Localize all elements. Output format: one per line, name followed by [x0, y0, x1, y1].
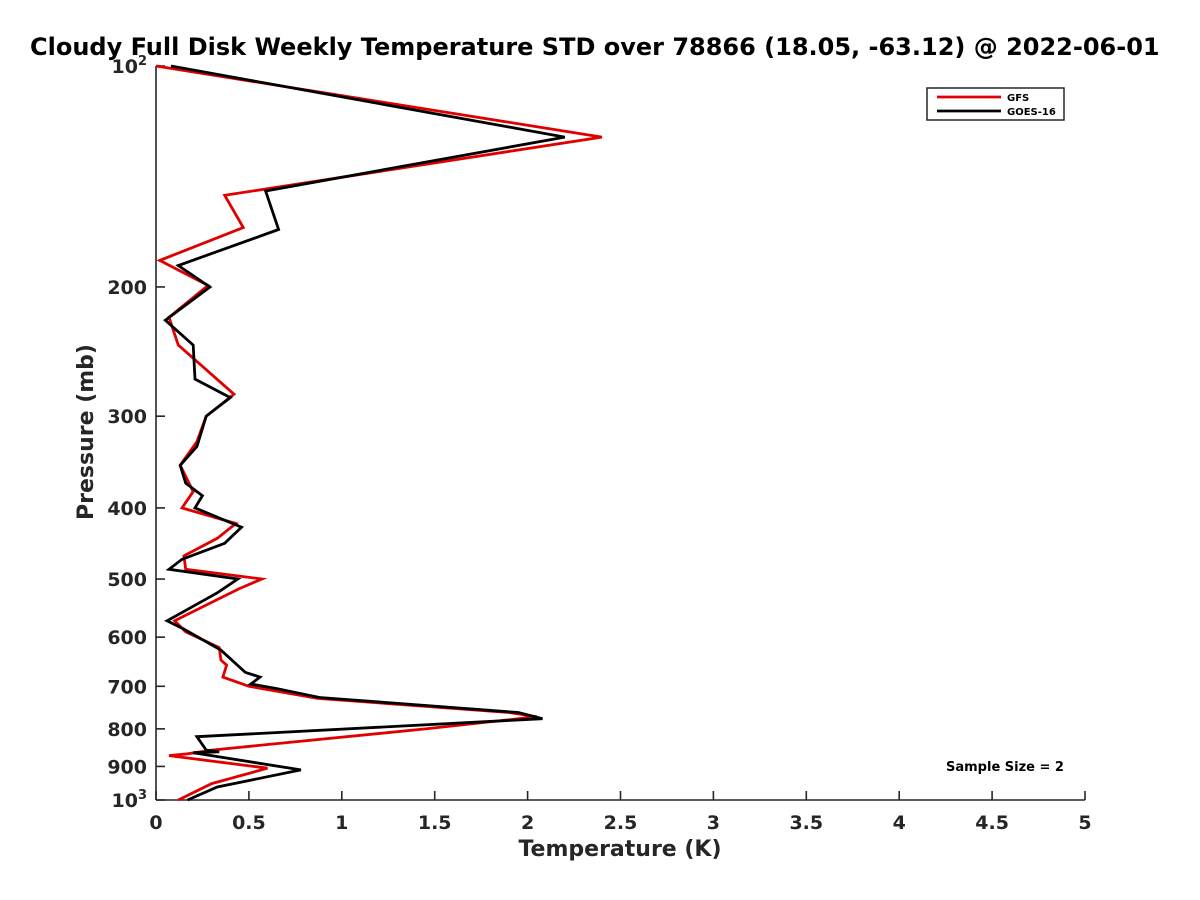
y-tick-label: 102 — [112, 54, 148, 78]
series-line-goes-16 — [163, 64, 566, 802]
x-tick-label: 4 — [893, 812, 906, 834]
y-ticks: 102 200 300 400 500 600 700 800 900 103 — [107, 54, 165, 812]
x-tick-label: 3 — [707, 812, 720, 834]
y-tick-label: 700 — [107, 676, 147, 698]
y-tick-label: 500 — [107, 569, 147, 591]
legend-box — [926, 87, 1065, 121]
sample-size-annotation: Sample Size = 2 — [946, 760, 1064, 775]
chart-title: Cloudy Full Disk Weekly Temperature STD … — [30, 33, 1160, 61]
x-tick-label: 0 — [149, 812, 162, 834]
x-tick-label: 1 — [335, 812, 348, 834]
x-axis-label: Temperature (K) — [518, 837, 721, 862]
y-tick-label: 300 — [107, 406, 147, 428]
x-tick-label: 2 — [521, 812, 534, 834]
x-tick-label: 0.5 — [232, 812, 266, 834]
series-line-gfs — [155, 64, 603, 802]
axes — [155, 66, 1085, 801]
x-tick-label: 5 — [1078, 812, 1091, 834]
x-tick-label: 1.5 — [418, 812, 452, 834]
x-tick-label: 2.5 — [604, 812, 638, 834]
y-tick-label: 600 — [107, 627, 147, 649]
legend: GFS GOES-16 — [926, 87, 1065, 121]
legend-label: GOES-16 — [1007, 107, 1056, 118]
y-tick-label: 200 — [107, 277, 147, 299]
x-ticks: 0 0.5 1 1.5 2 2.5 3 3.5 4 4.5 5 — [149, 791, 1092, 834]
y-tick-label: 103 — [112, 788, 148, 812]
x-tick-label: 4.5 — [975, 812, 1009, 834]
y-axis-label: Pressure (mb) — [74, 344, 99, 520]
legend-label: GFS — [1007, 93, 1029, 104]
series-lines — [155, 64, 603, 802]
y-tick-label: 900 — [107, 756, 147, 778]
y-axis-label-group: Pressure (mb) — [74, 344, 99, 520]
x-tick-label: 3.5 — [789, 812, 823, 834]
y-tick-label: 400 — [107, 498, 147, 520]
y-tick-label: 800 — [107, 719, 147, 741]
